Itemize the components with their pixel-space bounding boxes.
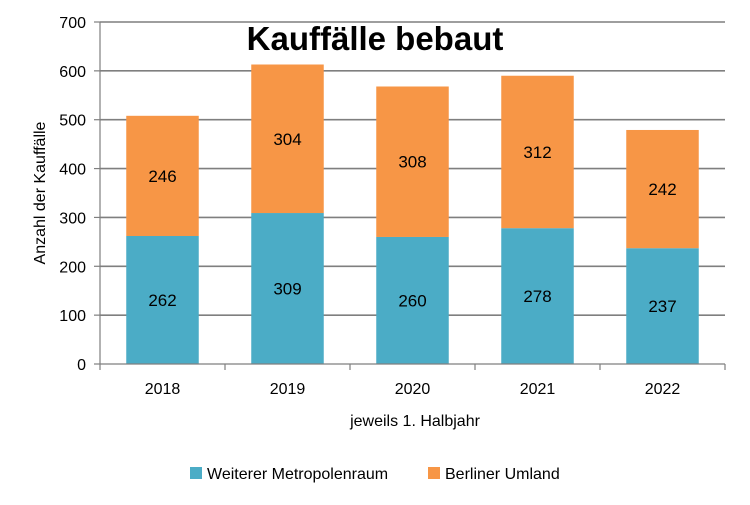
y-tick-label: 300	[59, 210, 86, 227]
y-tick-label: 700	[59, 15, 86, 32]
data-label: 278	[523, 287, 551, 306]
data-label: 309	[273, 280, 301, 299]
data-labels: 262 246 309 304 260 308 278 312 237 242	[148, 130, 676, 316]
y-axis-title: Anzahl der Kauffälle	[32, 121, 49, 264]
data-label: 242	[648, 180, 676, 199]
y-tick-label: 500	[59, 113, 86, 130]
bar-segment	[376, 86, 449, 237]
x-tick-label: 2021	[520, 381, 556, 398]
legend-swatch	[190, 467, 202, 479]
bar-segment	[126, 115, 199, 236]
data-label: 237	[648, 297, 676, 316]
y-tick-label: 100	[59, 308, 86, 325]
chart-title: Kauffälle bebaut	[247, 20, 504, 57]
data-label: 304	[273, 130, 301, 149]
y-tick-label: 400	[59, 162, 86, 179]
x-tick-label: 2019	[270, 381, 306, 398]
y-tick-label: 0	[77, 357, 86, 374]
data-label: 246	[148, 167, 176, 186]
bar-segment	[126, 235, 199, 364]
legend-label: Berliner Umland	[445, 466, 560, 483]
bar-segment	[501, 75, 574, 229]
data-label: 312	[523, 143, 551, 162]
bar-segment	[626, 248, 699, 364]
y-tick-label: 200	[59, 259, 86, 276]
y-tick-label: 600	[59, 64, 86, 81]
bar-segment	[376, 236, 449, 364]
data-label: 308	[398, 153, 426, 172]
legend-swatch	[428, 467, 440, 479]
legend-label: Weiterer Metropolenraum	[207, 466, 388, 483]
bar-segment	[501, 228, 574, 364]
legend: Weiterer Metropolenraum Berliner Umland	[190, 466, 560, 483]
x-tick-label: 2022	[645, 381, 681, 398]
bar-segment	[626, 129, 699, 249]
data-label: 262	[148, 291, 176, 310]
x-tick-label: 2018	[145, 381, 181, 398]
axes: 0 100 200 300 400 500 600 700 2018 2019 2020 2021 20…	[59, 15, 726, 398]
bar-segment	[251, 64, 324, 214]
x-tick-label: 2020	[395, 381, 431, 398]
data-label: 260	[398, 291, 426, 310]
x-axis-title: jeweils 1. Halbjahr	[349, 413, 481, 430]
bar-segment	[251, 213, 324, 364]
bars	[126, 64, 699, 364]
